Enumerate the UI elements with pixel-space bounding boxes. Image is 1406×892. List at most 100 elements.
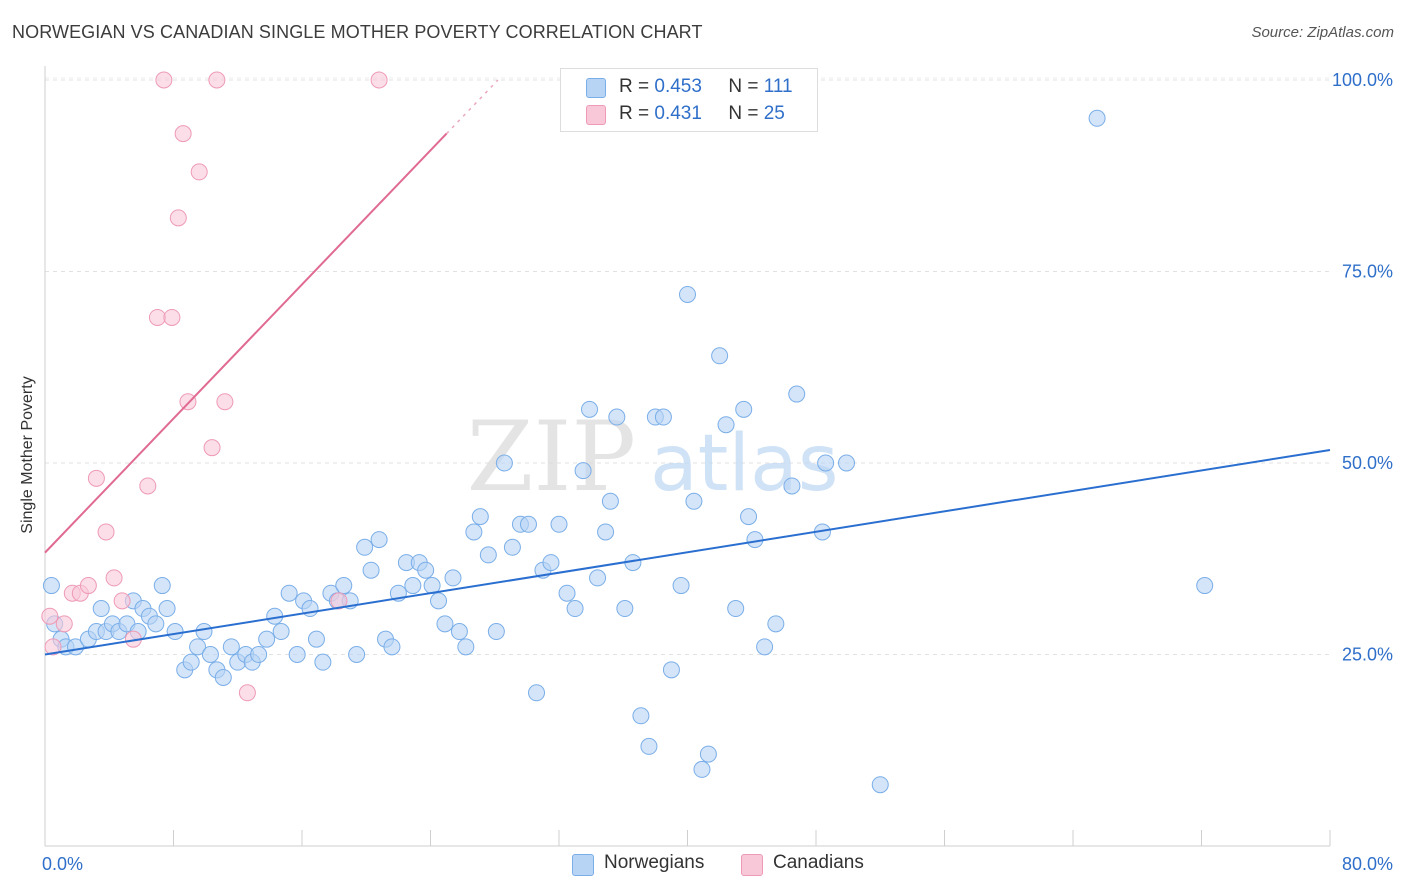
x-tick-label: 80.0% — [1342, 854, 1393, 874]
norwegian-point — [717, 416, 735, 434]
norwegian-point — [495, 454, 513, 472]
norwegian-point — [153, 577, 171, 595]
norwegian-point — [444, 569, 462, 587]
canadian-point — [97, 523, 115, 541]
canadians-swatch — [586, 105, 606, 125]
norwegian-point — [542, 554, 560, 572]
norwegian-point — [479, 546, 497, 564]
norwegian-point — [487, 623, 505, 641]
norwegian-point — [314, 653, 332, 671]
norwegian-point — [558, 584, 576, 602]
tick-labels: 25.0% 50.0% 75.0% 100.0% 0.0% 80.0% — [42, 70, 1393, 874]
norwegian-point — [417, 561, 435, 579]
norwegian-point — [756, 638, 774, 656]
norwegian-point — [519, 515, 537, 533]
canadian-point — [79, 577, 97, 595]
norwegian-point — [436, 615, 454, 633]
canadian-point — [41, 607, 59, 625]
norwegian-point — [767, 615, 785, 633]
canadians-n-label: N = — [728, 103, 759, 124]
norwegian-point — [189, 638, 207, 656]
norwegian-point — [471, 508, 489, 526]
legend-canadians-label: Canadians — [773, 852, 864, 873]
norwegian-point — [672, 577, 690, 595]
canadian-point — [55, 615, 73, 633]
norwegian-point — [288, 646, 306, 663]
axes — [44, 66, 1331, 847]
norwegian-point — [465, 523, 483, 541]
norwegian-point — [528, 684, 546, 702]
grid-lines — [45, 77, 1330, 655]
canadians-r-value: 0.431 — [654, 103, 702, 124]
norwegian-point — [158, 600, 176, 618]
canadian-point — [238, 684, 256, 702]
y-axis-label: Single Mother Poverty — [19, 376, 36, 534]
canadian-point — [179, 393, 197, 411]
norwegian-point — [404, 577, 422, 595]
norwegian-point — [727, 600, 745, 618]
norwegian-point — [147, 615, 165, 633]
norwegian-point — [711, 347, 729, 365]
norwegian-point — [430, 592, 448, 610]
canadian-point — [190, 163, 208, 181]
norwegian-point — [457, 638, 475, 656]
norwegian-point — [693, 760, 711, 778]
norwegian-point — [740, 508, 758, 526]
norwegian-point — [182, 653, 200, 671]
norwegian-point — [597, 523, 615, 541]
norwegian-point — [250, 646, 268, 663]
norwegian-point — [589, 569, 607, 587]
norwegians-r-value: 0.453 — [654, 76, 702, 97]
norwegian-point — [272, 623, 290, 641]
norwegian-point — [370, 531, 388, 549]
canadian-point — [203, 439, 221, 457]
y-tick-label: 50.0% — [1342, 453, 1393, 473]
legend-norwegians-label: Norwegians — [604, 852, 705, 873]
x-tick-label: 0.0% — [42, 854, 83, 874]
norwegian-point — [685, 492, 703, 510]
correlation-legend: R = 0.453 N = 111 R = 0.431 N = 25 — [560, 68, 818, 132]
norwegian-point — [838, 454, 856, 472]
canadian-point — [216, 393, 234, 411]
canadians-r-label: R = — [619, 103, 650, 124]
canadian-point — [105, 569, 123, 587]
norwegian-point — [574, 462, 592, 480]
canadian-point — [87, 469, 105, 487]
canadian-point — [169, 209, 187, 227]
norwegian-point — [92, 600, 110, 618]
norwegian-point — [348, 646, 366, 663]
norwegian-point — [640, 737, 658, 755]
canadian-point — [174, 125, 192, 143]
canadian-point — [44, 638, 62, 656]
norwegian-point — [735, 400, 753, 418]
norwegian-point — [222, 638, 240, 656]
norwegian-point — [632, 707, 650, 725]
norwegian-point — [1196, 577, 1214, 595]
norwegian-point — [550, 515, 568, 533]
norwegian-point — [214, 668, 232, 686]
norwegian-point — [166, 623, 184, 641]
canadians-trend-line — [44, 132, 448, 554]
norwegian-point — [817, 454, 835, 472]
norwegian-point — [601, 492, 619, 510]
norwegians-r-label: R = — [619, 76, 650, 97]
norwegian-point — [581, 400, 599, 418]
norwegian-point — [356, 538, 374, 556]
canadian-point — [148, 308, 166, 326]
norwegian-point — [362, 561, 380, 579]
canadian-point — [163, 308, 181, 326]
norwegian-point — [1088, 109, 1106, 127]
y-tick-label: 100.0% — [1332, 70, 1393, 90]
y-tick-label: 25.0% — [1342, 645, 1393, 665]
chart-source: Source: ZipAtlas.com — [1251, 24, 1394, 41]
norwegian-point — [608, 408, 626, 426]
norwegian-point — [258, 630, 276, 648]
norwegian-point — [566, 600, 584, 618]
norwegians-swatch — [586, 78, 606, 98]
watermark-atlas: atlas — [650, 419, 839, 509]
norwegians-n-value: 111 — [763, 76, 793, 97]
norwegian-point — [871, 776, 889, 794]
norwegian-point — [195, 623, 213, 641]
canadian-point — [330, 592, 348, 610]
